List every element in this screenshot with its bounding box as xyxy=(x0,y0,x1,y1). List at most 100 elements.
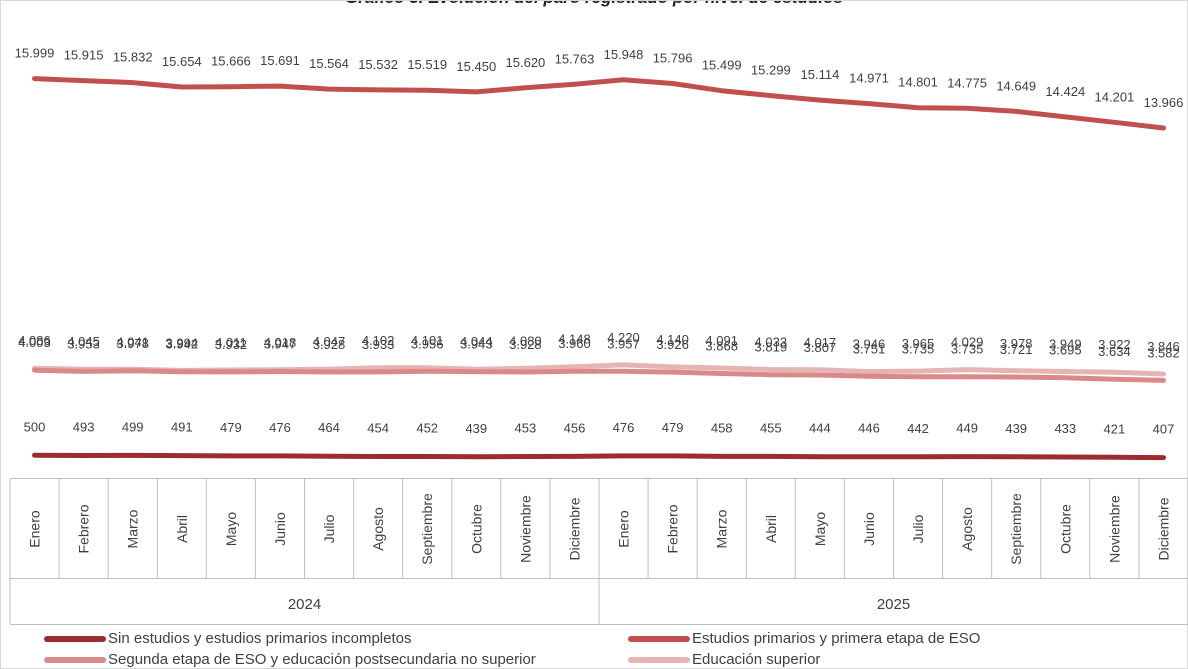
data-label: 446 xyxy=(858,421,880,436)
series-line-segunda-etapa-de-eso-y-educacion-postsecundaria-no-superior xyxy=(32,367,1166,383)
data-label: 4.017 xyxy=(804,335,837,350)
legend-label: Sin estudios y estudios primarios incomp… xyxy=(108,630,412,647)
month-label: Marzo xyxy=(714,509,730,548)
data-label: 456 xyxy=(564,420,586,435)
data-label: 464 xyxy=(318,420,340,435)
data-label: 3.956 xyxy=(411,336,444,351)
data-label: 14.424 xyxy=(1045,84,1085,99)
month-label: Octubre xyxy=(1057,504,1073,554)
month-label: Enero xyxy=(616,510,632,548)
data-label: 4.029 xyxy=(951,335,984,350)
month-label: Agosto xyxy=(370,507,386,551)
data-label: 4.003 xyxy=(18,335,51,350)
month-label: Noviembre xyxy=(517,495,533,563)
data-label: 15.450 xyxy=(456,59,496,74)
month-label: Mayo xyxy=(223,512,239,546)
chart-title: Grafico 3. Evolución del paro registrado… xyxy=(0,0,1188,8)
data-label: 3.960 xyxy=(558,336,591,351)
legend-item-superior: Educación superior xyxy=(628,651,820,668)
data-label: 3.721 xyxy=(1000,342,1033,357)
data-label: 493 xyxy=(73,420,95,435)
legend-label: Estudios primarios y primera etapa de ES… xyxy=(692,630,981,647)
data-label: 3.932 xyxy=(215,337,248,352)
legend-swatch xyxy=(628,635,690,642)
data-label: 3.965 xyxy=(902,336,935,351)
data-label: 476 xyxy=(613,420,635,435)
data-label: 444 xyxy=(809,421,831,436)
data-label: 421 xyxy=(1104,421,1126,436)
data-label: 3.946 xyxy=(853,337,886,352)
month-label: Junio xyxy=(861,512,877,546)
month-label: Enero xyxy=(27,510,43,548)
data-label: 3.947 xyxy=(264,337,297,352)
data-label: 4.080 xyxy=(509,333,542,348)
data-label: 3.868 xyxy=(705,339,738,354)
data-label: 4.041 xyxy=(116,334,149,349)
data-label: 433 xyxy=(1054,421,1076,436)
data-label: 15.763 xyxy=(555,51,595,66)
month-label: Diciembre xyxy=(1156,497,1172,560)
data-label: 3.942 xyxy=(166,337,199,352)
data-label: 3.735 xyxy=(951,342,984,357)
data-label: 3.928 xyxy=(509,337,542,352)
legend-swatch xyxy=(44,656,106,663)
data-label: 15.654 xyxy=(162,54,202,69)
data-label: 15.999 xyxy=(15,46,55,61)
data-label: 3.978 xyxy=(116,336,149,351)
data-label: 15.620 xyxy=(506,55,546,70)
series-line-sin-estudios-y-estudios-primarios-incompletos xyxy=(32,452,1166,461)
data-label: 439 xyxy=(465,421,487,436)
data-label: 13.966 xyxy=(1144,95,1184,110)
data-label: 4.011 xyxy=(215,335,247,350)
data-label: 3.933 xyxy=(362,337,395,352)
data-label: 3.978 xyxy=(1000,336,1033,351)
data-label: 15.691 xyxy=(260,53,300,68)
data-label: 3.846 xyxy=(1147,339,1180,354)
data-label: 14.801 xyxy=(898,75,938,90)
month-label: Marzo xyxy=(125,509,141,548)
data-label: 4.101 xyxy=(411,333,444,348)
data-label: 3.943 xyxy=(460,337,493,352)
legend-swatch xyxy=(628,656,690,663)
data-label: 15.564 xyxy=(309,56,349,71)
data-label: 439 xyxy=(1005,421,1027,436)
data-label: 3.634 xyxy=(1098,344,1131,359)
month-label: Febrero xyxy=(76,504,92,553)
month-label: Septiembre xyxy=(1008,493,1024,565)
data-label: 454 xyxy=(367,421,389,436)
data-label: 3.928 xyxy=(313,337,346,352)
data-label: 15.915 xyxy=(64,48,104,63)
data-label: 452 xyxy=(416,421,438,436)
data-label: 453 xyxy=(515,421,537,436)
legend-item-primarios: Estudios primarios y primera etapa de ES… xyxy=(628,630,980,647)
data-label: 3.926 xyxy=(656,337,689,352)
month-label: Febrero xyxy=(665,504,681,553)
data-label: 3.695 xyxy=(1049,343,1082,358)
data-labels: 500 493 499 491 479 476 464 454 452 439 453 456 476 4… xyxy=(15,46,1184,437)
legend-label: Segunda etapa de ESO y educación postsec… xyxy=(108,651,536,668)
data-label: 4.102 xyxy=(362,333,395,348)
data-label: 455 xyxy=(760,420,782,435)
data-label: 15.832 xyxy=(113,50,153,65)
data-label: 449 xyxy=(956,421,978,436)
legend-swatch xyxy=(44,635,106,642)
data-label: 14.775 xyxy=(947,75,987,90)
data-label: 3.953 xyxy=(67,336,100,351)
month-label: Abril xyxy=(763,515,779,543)
month-label: Mayo xyxy=(812,512,828,546)
data-label: 15.519 xyxy=(407,57,447,72)
month-label: Diciembre xyxy=(567,497,583,560)
data-label: 499 xyxy=(122,419,144,434)
data-label: 15.666 xyxy=(211,54,251,69)
data-label: 15.796 xyxy=(653,51,693,66)
data-label: 14.201 xyxy=(1095,89,1135,104)
month-label: Julio xyxy=(910,514,926,543)
year-label: 2024 xyxy=(288,596,321,613)
series-lines xyxy=(32,76,1166,461)
category-axis: Enero Febrero Marzo Abril Mayo Junio Julio Agos… xyxy=(9,478,1188,625)
data-label: 4.045 xyxy=(67,334,100,349)
data-label: 15.499 xyxy=(702,58,742,73)
data-label: 479 xyxy=(220,420,242,435)
data-label: 4.140 xyxy=(656,332,689,347)
